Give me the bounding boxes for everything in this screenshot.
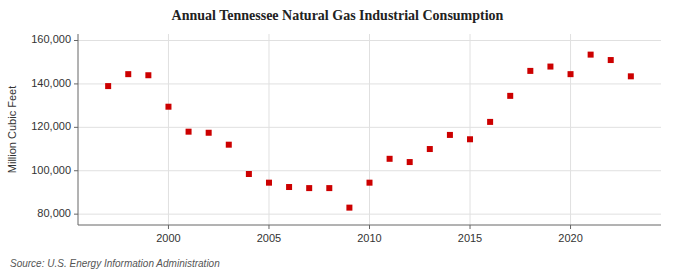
x-grid-line [168,34,169,225]
chart-container: 80,000 100,000 120,000 140,000 160,000 2000 20… [0,0,675,275]
y-axis-label: Million Cubic Feet [6,86,18,173]
x-grid-line [268,34,269,225]
x-grid-line [369,34,370,225]
point [628,73,634,79]
point [427,146,433,152]
point [467,136,473,142]
point [226,142,232,148]
point [346,205,352,211]
x-tick-label: 2000 [156,232,180,244]
page: {"chart_data": {"type": "scatter", "titl… [0,0,675,275]
y-tick [74,127,78,128]
x-tick-label: 2010 [357,232,381,244]
point [206,130,212,136]
point [568,71,574,77]
point [306,185,312,191]
x-grid-line [570,34,571,225]
point [125,71,131,77]
point [507,93,513,99]
grid [78,34,661,225]
point [326,185,332,191]
point [387,156,393,162]
point [407,159,413,165]
x-grid-line [470,34,471,225]
y-tick [74,170,78,171]
background [0,0,675,275]
point [266,180,272,186]
point [487,119,493,125]
x-tick [168,225,169,229]
point [608,57,614,63]
y-tick-label: 140,000 [31,77,71,89]
point [367,180,373,186]
y-tick [74,83,78,84]
point [105,83,111,89]
x-tick [470,225,471,229]
y-axis-line [78,34,79,225]
point [145,72,151,78]
y-tick-label: 80,000 [37,207,71,219]
point [547,64,553,70]
points [105,52,634,211]
x-tick-label: 2015 [458,232,482,244]
x-axis-line [78,225,661,226]
axes: 80,000 100,000 120,000 140,000 160,000 2000 20… [31,33,661,244]
source-note: Source: U.S. Energy Information Administ… [10,258,220,269]
y-tick [74,214,78,215]
x-tick [268,225,269,229]
point [186,129,192,135]
x-tick-label: 2020 [558,232,582,244]
y-tick-label: 100,000 [31,164,71,176]
point [246,171,252,177]
x-tick [570,225,571,229]
y-tick [74,40,78,41]
y-tick-label: 120,000 [31,120,71,132]
y-tick-label: 160,000 [31,33,71,45]
x-tick-label: 2005 [257,232,281,244]
point [588,52,594,58]
point [447,132,453,138]
point [165,104,171,110]
x-tick [369,225,370,229]
point [286,184,292,190]
chart-svg: 80,000 100,000 120,000 140,000 160,000 2000 20… [0,0,675,275]
point [527,68,533,74]
title: Annual Tennessee Natural Gas Industrial … [172,8,504,23]
